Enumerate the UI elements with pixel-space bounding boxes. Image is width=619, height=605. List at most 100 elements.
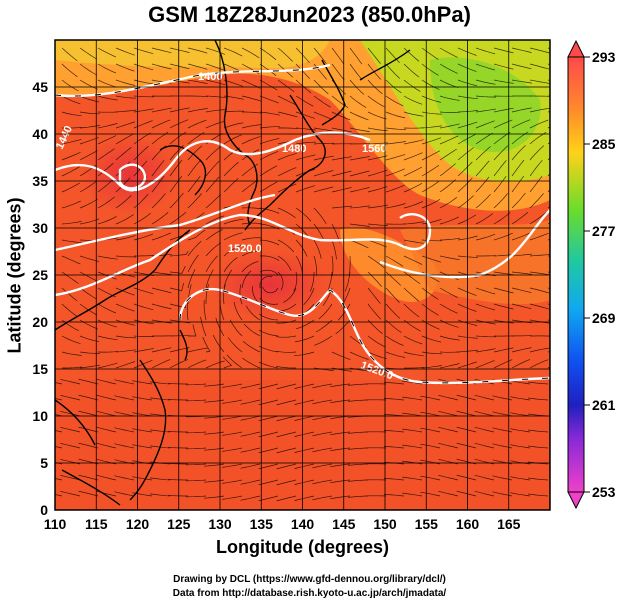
- streamline: [114, 395, 135, 401]
- streamline: [511, 79, 532, 84]
- streamline: [132, 444, 153, 449]
- streamline: [529, 145, 545, 161]
- streamline: [439, 287, 458, 298]
- streamline: [511, 359, 531, 369]
- streamline: [186, 299, 189, 321]
- streamline: [331, 367, 352, 372]
- streamline: [547, 303, 550, 305]
- streamline: [367, 303, 382, 320]
- streamline: [367, 186, 388, 193]
- streamline: [223, 245, 241, 257]
- streamline: [331, 127, 352, 133]
- streamline: [331, 255, 334, 276]
- streamline: [457, 110, 478, 113]
- y-axis-label: Latitude (degrees): [4, 197, 25, 354]
- streamline: [205, 255, 218, 273]
- streamline: [403, 47, 420, 62]
- streamline: [276, 447, 297, 454]
- streamline: [222, 479, 243, 484]
- streamline: [511, 175, 525, 193]
- streamline: [547, 366, 550, 369]
- streamline: [169, 319, 190, 324]
- streamline: [475, 176, 490, 193]
- streamline: [55, 382, 63, 385]
- streamline: [547, 319, 550, 321]
- streamline: [97, 162, 114, 177]
- streamline: [313, 47, 327, 64]
- streamline: [439, 216, 459, 225]
- streamline: [475, 63, 496, 71]
- streamline: [277, 47, 293, 62]
- streamline: [367, 335, 385, 348]
- streamline: [187, 108, 208, 113]
- x-tick-label: 120: [126, 516, 150, 532]
- colorbar-tick-label: 293: [592, 49, 616, 65]
- streamline: [203, 300, 207, 321]
- streamline: [312, 399, 333, 405]
- streamline: [511, 287, 532, 294]
- streamline: [438, 491, 459, 497]
- streamline: [439, 363, 460, 369]
- streamline: [60, 475, 81, 481]
- streamline: [349, 111, 369, 121]
- streamline: [151, 193, 166, 209]
- streamline: [312, 463, 333, 469]
- streamline: [241, 95, 262, 102]
- streamline: [61, 166, 80, 177]
- streamline: [312, 479, 333, 485]
- streamline: [245, 305, 261, 321]
- streamline: [511, 232, 531, 241]
- streamline: [240, 479, 261, 485]
- y-tick-label: 25: [32, 267, 48, 283]
- streamline: [259, 111, 280, 116]
- streamline: [547, 111, 550, 113]
- streamline: [529, 119, 549, 129]
- streamline: [186, 447, 207, 450]
- streamline: [475, 47, 496, 55]
- streamline: [439, 335, 460, 341]
- streamline: [223, 122, 244, 129]
- streamline: [403, 335, 423, 345]
- x-tick-label: 125: [167, 516, 191, 532]
- colorbar-tick-label: 269: [592, 310, 616, 326]
- streamline: [331, 95, 349, 108]
- streamline: [420, 491, 441, 497]
- streamline: [151, 63, 172, 70]
- streamline: [277, 239, 295, 253]
- colorbar-tick-label: 285: [592, 136, 616, 152]
- streamline: [421, 351, 442, 355]
- streamline: [439, 95, 460, 101]
- streamline: [222, 383, 243, 388]
- streamline: [456, 410, 477, 417]
- streamline: [78, 426, 99, 433]
- streamline: [61, 335, 81, 344]
- streamline: [55, 446, 63, 449]
- streamline: [493, 160, 507, 177]
- streamline: [223, 284, 226, 305]
- streamline: [457, 195, 474, 209]
- streamline: [312, 495, 333, 501]
- streamline: [169, 266, 186, 274]
- streamline: [258, 383, 279, 390]
- streamline: [55, 478, 63, 481]
- streamline: [186, 495, 207, 498]
- streamline: [61, 220, 82, 225]
- streamline: [528, 477, 549, 481]
- streamline: [421, 150, 440, 161]
- streamline: [294, 383, 315, 389]
- streamline: [349, 79, 365, 95]
- streamline: [438, 475, 459, 481]
- streamline: [115, 79, 136, 86]
- streamline: [493, 287, 514, 294]
- streamline: [367, 47, 381, 64]
- streamline: [78, 442, 99, 449]
- streamline: [349, 47, 363, 65]
- streamline: [348, 495, 369, 498]
- streamline: [167, 398, 188, 401]
- colorbar-tick-label: 277: [592, 223, 616, 239]
- streamline: [421, 287, 439, 300]
- streamline: [420, 411, 441, 417]
- streamline: [421, 365, 442, 369]
- streamline: [204, 495, 225, 499]
- x-tick-label: 150: [373, 516, 397, 532]
